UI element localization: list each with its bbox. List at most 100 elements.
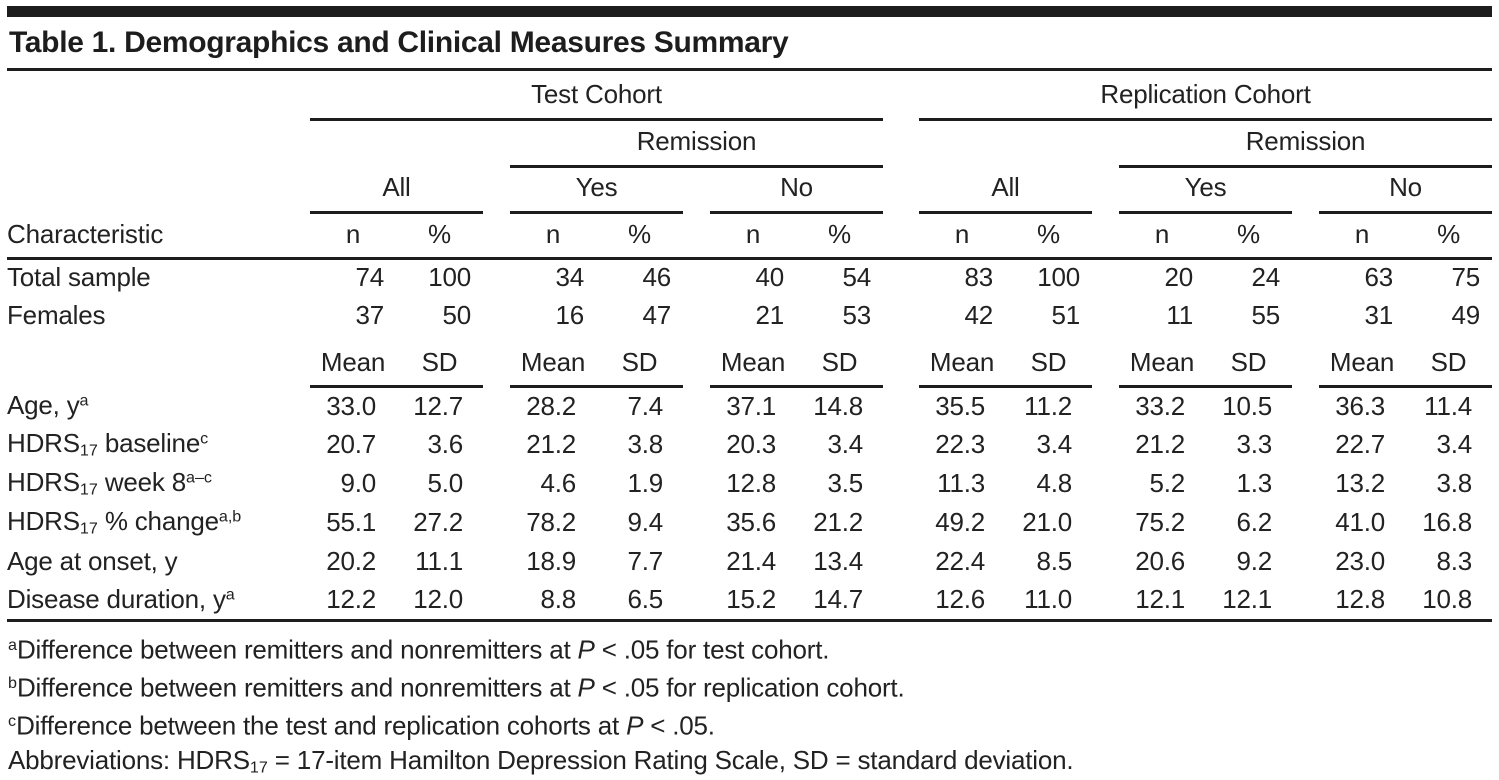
measure-rows-section: Age, ya 33.0 12.7 28.2 7.4 37.1 14.8 35.5 11.2 33… — [7, 386, 1493, 622]
column-gap — [683, 464, 710, 503]
column-gap — [683, 258, 710, 296]
value-cell: 49 — [1451, 299, 1481, 330]
empty-cell — [7, 166, 310, 212]
row-label: Age, ya — [7, 390, 89, 420]
footnote-marker: c — [8, 712, 17, 731]
column-gap — [883, 71, 919, 119]
column-gap — [1292, 212, 1319, 260]
mean-sd-section: Mean SD Mean SD Mean SD Mean SD Mean SD … — [7, 334, 1493, 388]
column-gap — [1292, 581, 1319, 622]
table-row: HDRS17 week 8a–c 9.0 5.0 4.6 1.9 12.8 3.5 11.3 4… — [7, 464, 1492, 503]
column-gap — [1292, 296, 1319, 334]
value-cell: 16.8 — [1422, 507, 1473, 537]
column-gap — [1092, 296, 1119, 334]
table-row: Females 37 50 16 47 21 53 42 51 11 55 31 49 — [7, 296, 1492, 334]
column-gap — [1292, 503, 1319, 542]
footnote: cDifference between the test and replica… — [8, 710, 715, 741]
value-cell: 8.5 — [1036, 546, 1072, 576]
value-cell: 23.0 — [1335, 546, 1385, 576]
value-cell: 14.8 — [813, 390, 863, 421]
value-cell: 8.8 — [510, 581, 596, 622]
column-gap — [683, 503, 710, 542]
value-cell: 6.5 — [596, 581, 683, 622]
value-cell: 12.6 — [919, 581, 1005, 622]
superscript: c — [200, 429, 209, 448]
column-gap — [1092, 542, 1119, 581]
value-cell: 34 — [555, 262, 584, 293]
value-cell: 11.0 — [1005, 581, 1092, 622]
value-cell: 42 — [964, 299, 993, 330]
subscript: 17 — [79, 480, 98, 499]
row-label: Total sample — [7, 262, 151, 293]
value-cell: 75.2 — [1135, 507, 1185, 537]
footnotes: aDifference between remitters and nonrem… — [8, 628, 1492, 780]
value-cell: 9.4 — [627, 507, 663, 537]
value-cell: 22.4 — [935, 546, 985, 576]
value-cell: 55.1 — [326, 507, 376, 537]
column-gap — [883, 258, 919, 296]
column-gap — [1092, 581, 1119, 622]
column-gap — [683, 581, 710, 622]
percent-header: % — [596, 212, 683, 260]
value-cell: 27.2 — [413, 507, 463, 537]
characteristic-header: Characteristic — [7, 212, 310, 260]
table-row: HDRS17 % changea,b 55.1 27.2 78.2 9.4 35.6 21.… — [7, 503, 1492, 542]
value-cell: 83 — [964, 262, 993, 293]
row-label: HDRS17 baselinec — [7, 428, 209, 460]
yes-header: Yes — [1119, 166, 1292, 214]
table-top-bar — [7, 6, 1492, 17]
value-cell: 21.2 — [813, 507, 863, 537]
value-cell: 3.6 — [427, 429, 463, 459]
table-row: HDRS17 baselinec 20.7 3.6 21.2 3.8 20.3 3.4 22.… — [7, 425, 1492, 464]
footnote: aDifference between remitters and nonrem… — [8, 633, 830, 664]
value-cell: 12.8 — [1319, 581, 1405, 622]
column-gap — [483, 386, 510, 425]
value-cell: 12.1 — [1119, 581, 1205, 622]
value-cell: 1.3 — [1236, 468, 1272, 498]
percent-header: % — [1005, 212, 1092, 260]
value-cell: 36.3 — [1335, 390, 1385, 421]
stat-header-row: Characteristic n % n % n % n % n % n % — [7, 212, 1493, 260]
empty-cell — [7, 71, 310, 119]
empty-cell — [7, 334, 310, 386]
value-cell: 21.4 — [726, 546, 776, 576]
mean-header: Mean — [710, 334, 796, 388]
value-cell: 51 — [1051, 299, 1080, 330]
column-gap — [1092, 166, 1119, 212]
column-gap — [883, 296, 919, 334]
column-gap — [1092, 425, 1119, 464]
column-gap — [683, 166, 710, 212]
value-cell: 15.2 — [710, 581, 796, 622]
column-gap — [483, 542, 510, 581]
value-cell: 12.8 — [726, 468, 776, 498]
empty-cell — [310, 119, 483, 166]
value-cell: 3.4 — [827, 429, 863, 459]
value-cell: 3.8 — [1436, 468, 1473, 498]
value-cell: 47 — [642, 299, 671, 330]
mean-header: Mean — [1119, 334, 1205, 388]
remission-header: Remission — [1119, 119, 1493, 168]
column-gap — [883, 542, 919, 581]
value-cell: 50 — [442, 299, 471, 330]
value-cell: 8.3 — [1436, 546, 1473, 576]
column-gap — [483, 296, 510, 334]
column-gap — [683, 542, 710, 581]
value-cell: 3.5 — [827, 468, 863, 498]
sd-header: SD — [1005, 334, 1092, 388]
value-cell: 3.3 — [1236, 429, 1272, 459]
footnote: bDifference between remitters and nonrem… — [8, 672, 905, 703]
column-gap — [1292, 334, 1319, 386]
subscript: 17 — [79, 441, 98, 460]
table-row: Age at onset, y 20.2 11.1 18.9 7.7 21.4 13.4 22… — [7, 542, 1492, 581]
footnote-marker: b — [8, 673, 17, 692]
no-header: No — [1319, 166, 1493, 214]
italic-text: P — [626, 710, 644, 741]
table-row: Total sample 74 100 34 46 40 54 83 100 20 24 63 75 — [7, 258, 1492, 296]
all-header: All — [919, 166, 1092, 214]
value-cell: 12.7 — [413, 390, 463, 421]
value-cell: 18.9 — [526, 546, 576, 576]
percent-header: % — [1205, 212, 1292, 260]
value-cell: 7.4 — [627, 390, 663, 421]
value-cell: 12.0 — [396, 581, 483, 622]
